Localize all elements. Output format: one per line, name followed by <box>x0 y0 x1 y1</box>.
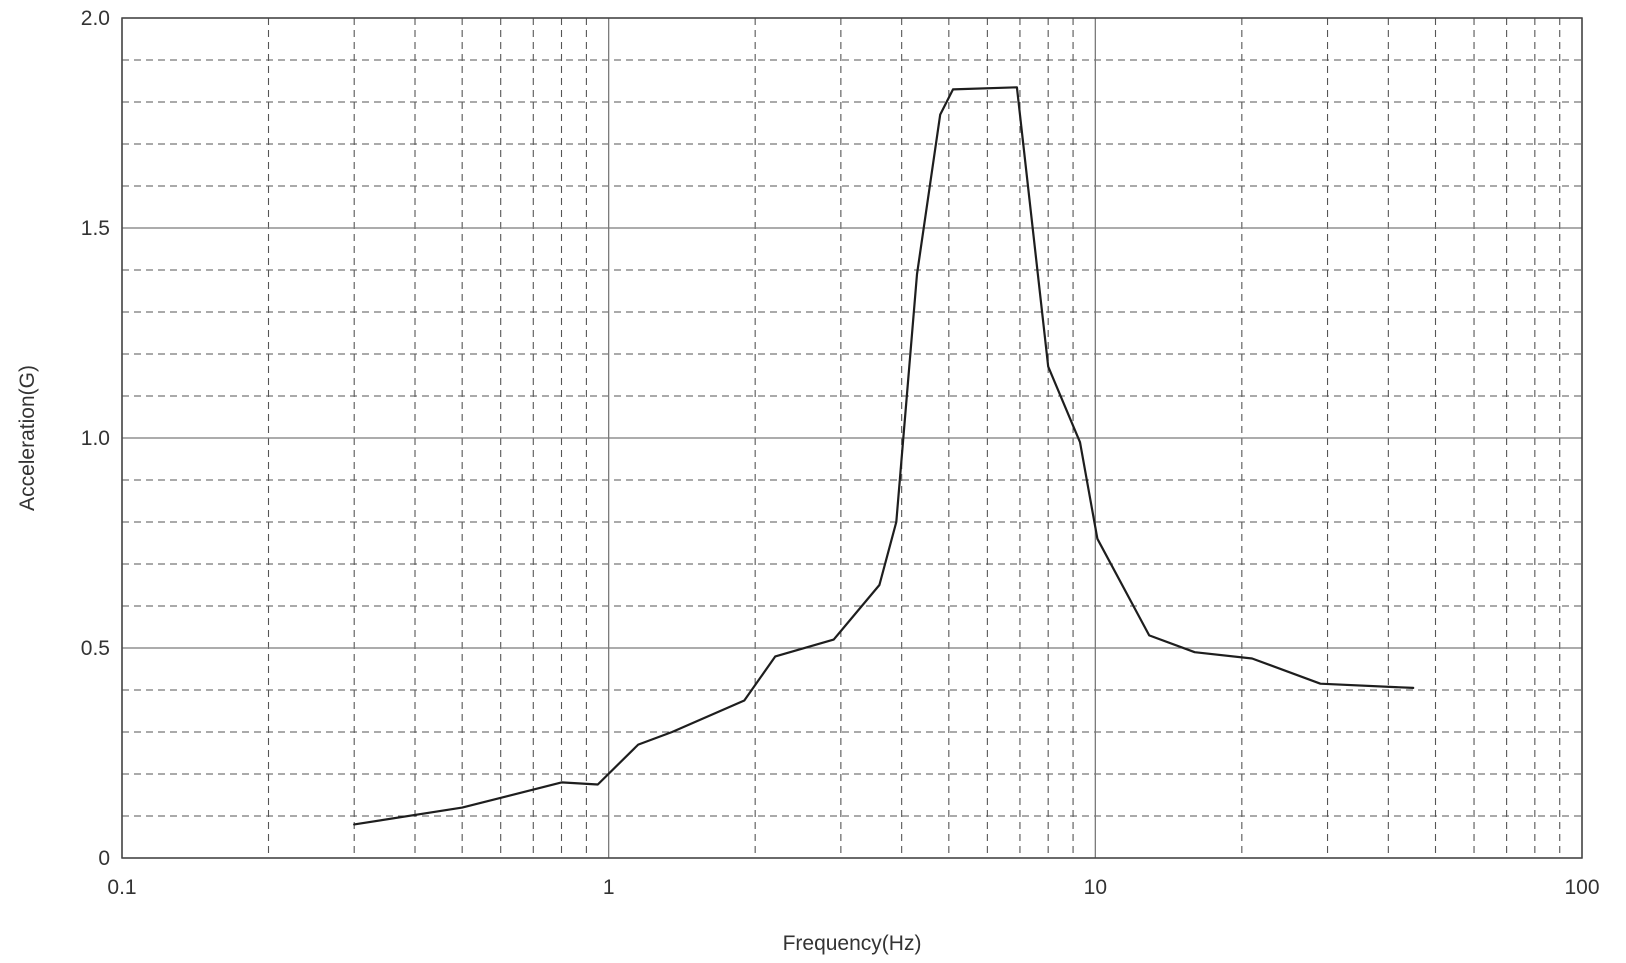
y-tick-label: 1.5 <box>81 217 110 240</box>
series-line-0 <box>353 86 1415 826</box>
series-layer <box>353 86 1415 826</box>
y-tick-label: 1.0 <box>81 427 110 450</box>
y-tick-label: 2.0 <box>81 7 110 30</box>
x-tick-label: 1 <box>603 876 615 899</box>
x-tick-labels: 0.1 1 10 100 <box>107 876 1599 899</box>
plot-frame <box>121 17 1583 859</box>
x-axis-label: Frequency(Hz) <box>783 932 922 955</box>
grid <box>121 17 1583 859</box>
y-axis-label: Acceleration(G) <box>16 365 39 511</box>
y-tick-label: 0.5 <box>81 637 110 660</box>
x-tick-label: 100 <box>1564 876 1599 899</box>
x-tick-label: 0.1 <box>107 876 136 899</box>
y-tick-labels: 0 0.5 1.0 1.5 2.0 <box>81 7 110 870</box>
x-tick-label: 10 <box>1084 876 1107 899</box>
y-tick-label: 0 <box>98 847 110 870</box>
